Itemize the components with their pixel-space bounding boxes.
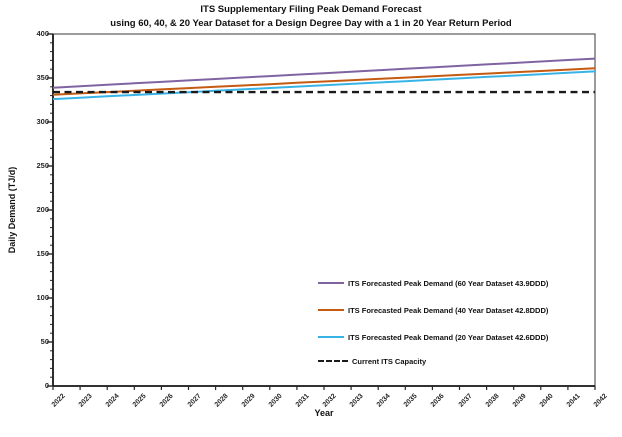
y-tick-label: 350: [36, 73, 49, 82]
series-line-1: [52, 67, 596, 96]
y-tick-label: 100: [36, 293, 49, 302]
legend-label: ITS Forecasted Peak Demand (40 Year Data…: [348, 305, 549, 315]
legend-line-swatch: [318, 336, 344, 338]
chart-subtitle: using 60, 40, & 20 Year Dataset for a De…: [110, 18, 512, 29]
y-tick-label: 250: [36, 161, 49, 170]
series-line-2: [52, 70, 596, 101]
legend-line-swatch: [318, 309, 344, 311]
y-tick-label: 50: [40, 337, 49, 346]
legend-item: ITS Forecasted Peak Demand (60 Year Data…: [318, 276, 548, 290]
y-tick-label: 400: [36, 29, 49, 38]
legend-item: ITS Forecasted Peak Demand (40 Year Data…: [318, 303, 548, 317]
y-tick-label: 300: [36, 117, 49, 126]
legend-line-swatch: [318, 282, 344, 284]
legend-item: ITS Forecasted Peak Demand (20 Year Data…: [318, 330, 548, 344]
x-axis-title: Year: [314, 408, 334, 418]
legend-label: ITS Forecasted Peak Demand (20 Year Data…: [348, 332, 549, 342]
legend-label: Current ITS Capacity: [352, 356, 427, 366]
y-tick-label: 0: [44, 381, 49, 390]
series-line-0: [52, 57, 596, 89]
legend-item: Current ITS Capacity: [318, 354, 426, 368]
legend-line-swatch: [318, 360, 348, 362]
y-tick-label: 200: [36, 205, 49, 214]
legend-label: ITS Forecasted Peak Demand (60 Year Data…: [348, 278, 549, 288]
chart-title: ITS Supplementary Filing Peak Demand For…: [200, 4, 422, 15]
y-tick-label: 150: [36, 249, 49, 258]
